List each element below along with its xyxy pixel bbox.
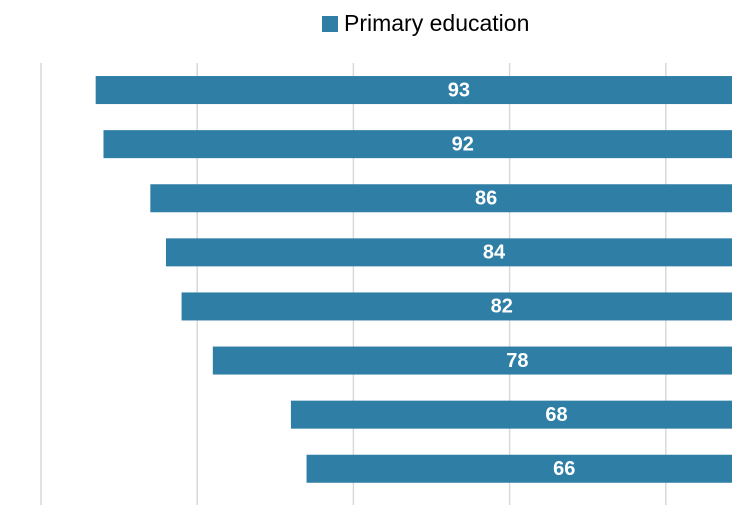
bar [103,130,732,159]
bar-value-label: 66 [553,458,575,480]
bar [306,454,732,483]
legend-label: Primary education [344,10,529,36]
bar-value-label: 78 [506,350,528,372]
bar-value-label: 86 [475,188,497,210]
bar [212,346,732,375]
bar [95,76,732,105]
bar-value-label: 84 [483,242,506,264]
bar [181,292,732,321]
bar-value-label: 92 [452,133,474,155]
bar-value-label: 68 [545,404,567,426]
bar-value-label: 93 [448,79,470,101]
bar [290,400,732,429]
bar [165,238,732,267]
bar [150,184,732,213]
bar-value-label: 82 [491,296,513,318]
legend-swatch [322,16,338,32]
